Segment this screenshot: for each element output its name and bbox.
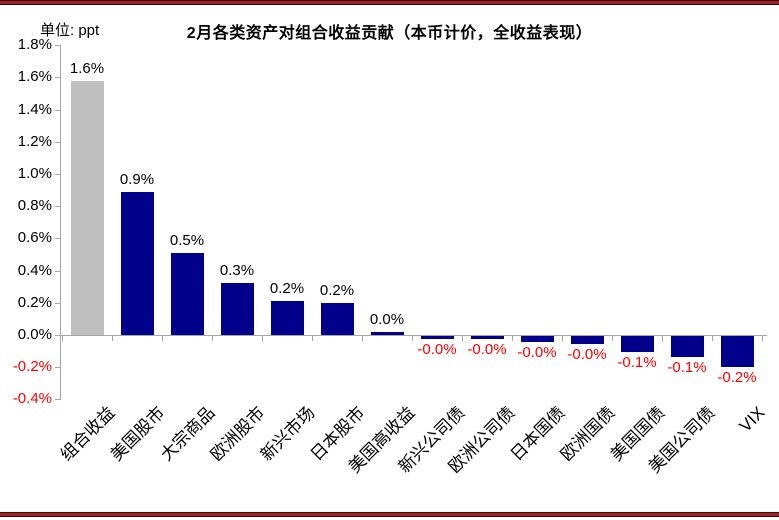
bar-value-label: 0.3%	[219, 262, 255, 279]
bar-美国公司债	[671, 336, 704, 357]
bar-组合收益	[71, 81, 104, 335]
y-axis-tick-label: 1.6%	[17, 68, 52, 85]
chart-title: 2月各类资产对组合收益贡献（本币计价，全收益表现）	[186, 25, 593, 42]
x-axis-tick	[212, 336, 213, 341]
x-axis-tick	[162, 336, 163, 341]
bottom-border-rule	[0, 512, 779, 517]
y-axis-tick	[55, 45, 60, 46]
top-border-rule	[0, 0, 779, 5]
bar-value-label: -0.0%	[467, 341, 507, 358]
x-axis-tick	[562, 336, 563, 341]
bar-value-label: 0.2%	[269, 280, 305, 297]
bar-value-label: -0.0%	[417, 341, 457, 358]
y-axis-tick	[55, 303, 60, 304]
y-axis-tick-label: -0.2%	[12, 358, 52, 375]
unit-label: 单位: ppt	[40, 22, 100, 39]
bar-value-label: -0.1%	[667, 359, 707, 376]
bar-欧洲股市	[221, 283, 254, 335]
y-axis-tick	[55, 206, 60, 207]
y-axis-tick	[55, 367, 60, 368]
bar-欧洲公司债	[471, 336, 504, 339]
bar-value-label: 0.9%	[119, 171, 155, 188]
bar-大宗商品	[171, 253, 204, 335]
bar-美国国债	[621, 336, 654, 352]
bar-VIX	[721, 336, 754, 367]
y-axis-tick-label: -0.4%	[12, 390, 52, 407]
bar-value-label: -0.2%	[717, 369, 757, 386]
bar-value-label: -0.1%	[617, 354, 657, 371]
y-axis-tick-label: 0.0%	[17, 326, 52, 343]
x-axis-tick	[412, 336, 413, 341]
bar-美国股市	[121, 192, 154, 335]
y-axis-tick-label: 0.8%	[17, 197, 52, 214]
bar-日本国债	[521, 336, 554, 342]
bar-value-label: 1.6%	[69, 60, 105, 77]
x-axis-baseline	[55, 335, 767, 336]
y-axis-tick	[55, 110, 60, 111]
x-axis-tick	[612, 336, 613, 341]
x-axis-tick	[362, 336, 363, 341]
x-axis-tick	[762, 336, 763, 341]
y-axis-tick	[55, 271, 60, 272]
y-axis-tick	[55, 77, 60, 78]
y-axis-tick-label: 0.2%	[17, 294, 52, 311]
y-axis-tick	[55, 238, 60, 239]
y-axis-tick	[55, 174, 60, 175]
bar-日本股市	[321, 303, 354, 335]
x-axis-tick	[62, 336, 63, 341]
y-axis-tick-label: 0.4%	[17, 262, 52, 279]
bar-value-label: -0.0%	[517, 344, 557, 361]
category-label-组合收益: 组合收益	[56, 403, 119, 465]
y-axis-tick-label: 0.6%	[17, 229, 52, 246]
bar-value-label: 0.0%	[369, 311, 405, 328]
bar-欧洲国债	[571, 336, 604, 344]
x-axis-tick	[262, 336, 263, 341]
x-axis-tick	[312, 336, 313, 341]
bar-新兴公司债	[421, 336, 454, 339]
x-axis-tick	[712, 336, 713, 341]
x-axis-tick	[662, 336, 663, 341]
y-axis-tick-label: 1.8%	[17, 36, 52, 53]
y-axis-tick	[55, 399, 60, 400]
bar-value-label: 0.5%	[169, 232, 205, 249]
bar-value-label: 0.2%	[319, 282, 355, 299]
bar-value-label: -0.0%	[567, 346, 607, 363]
bar-新兴市场	[271, 301, 304, 335]
x-axis-tick	[462, 336, 463, 341]
y-axis-tick-label: 1.4%	[17, 101, 52, 118]
y-axis-tick-label: 1.2%	[17, 133, 52, 150]
x-axis-tick	[512, 336, 513, 341]
bar-美国高收益	[371, 332, 404, 335]
y-axis-tick	[55, 142, 60, 143]
y-axis-tick-label: 1.0%	[17, 165, 52, 182]
x-axis-tick	[112, 336, 113, 341]
y-axis-line	[60, 45, 61, 400]
